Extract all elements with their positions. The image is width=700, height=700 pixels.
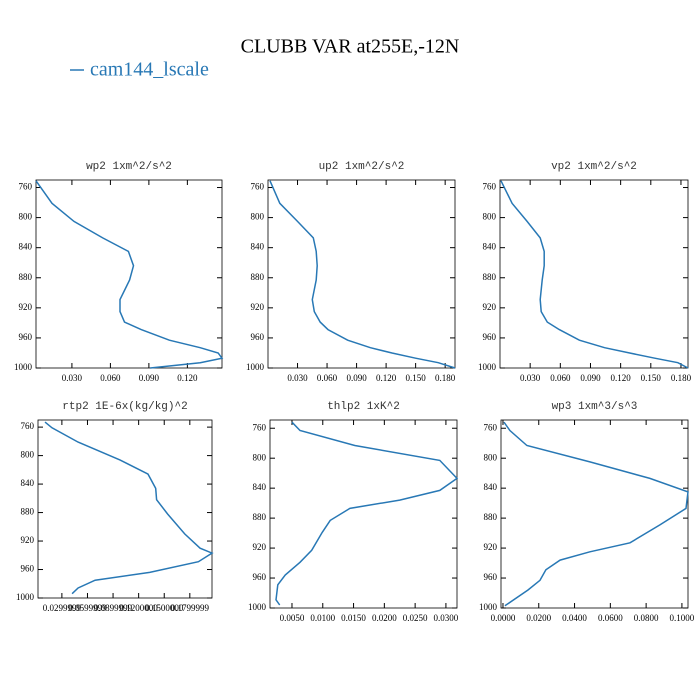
x-tick-label: 0.090	[346, 373, 367, 383]
x-tick-label: 0.0600	[598, 613, 623, 623]
profile-line	[275, 421, 459, 606]
x-tick-label: 0.0299999	[43, 603, 82, 613]
x-tick-label: 0.0100	[310, 613, 335, 623]
x-tick-label: 0.090	[580, 373, 601, 383]
y-tick-label: 880	[483, 272, 497, 282]
y-tick-label: 920	[19, 302, 33, 312]
x-tick-label: 0.060	[550, 373, 571, 383]
x-tick-label: 0.0000	[491, 613, 516, 623]
y-tick-label: 760	[19, 182, 33, 192]
y-tick-label: 960	[21, 564, 35, 574]
panel-title: wp2 1xm^2/s^2	[86, 161, 172, 173]
y-tick-label: 800	[484, 452, 498, 462]
plot-frame	[35, 179, 223, 369]
profile-line	[35, 180, 224, 369]
x-tick-label: 0.0899999	[94, 603, 133, 613]
x-tick-label: 0.0400	[562, 613, 587, 623]
y-tick-label: 840	[21, 478, 35, 488]
x-tick-label: 0.150	[406, 373, 427, 383]
y-tick-label: 800	[251, 212, 265, 222]
y-tick-label: 880	[21, 507, 35, 517]
y-tick-label: 840	[483, 242, 497, 252]
y-tick-label: 840	[484, 482, 498, 492]
x-tick-label: 0.1799999	[171, 603, 210, 613]
x-tick-label: 0.0300	[434, 613, 459, 623]
panel-title: wp3 1xm^3/s^3	[552, 401, 638, 413]
y-tick-label: 880	[251, 272, 265, 282]
y-tick-label: 920	[253, 542, 267, 552]
y-tick-label: 960	[483, 332, 497, 342]
y-tick-label: 920	[483, 302, 497, 312]
y-tick-label: 960	[251, 332, 265, 342]
y-tick-label: 760	[21, 421, 35, 431]
y-tick-label: 800	[21, 450, 35, 460]
x-tick-label: 0.030	[62, 373, 83, 383]
y-tick-label: 840	[253, 482, 267, 492]
profile-line	[44, 421, 214, 595]
x-tick-label: 0.0200	[526, 613, 551, 623]
legend-label: cam144_lscale	[90, 59, 209, 81]
y-tick-label: 760	[484, 422, 498, 432]
x-tick-label: 0.150	[641, 373, 662, 383]
y-tick-label: 880	[19, 272, 33, 282]
y-tick-label: 920	[251, 302, 265, 312]
y-tick-label: 1000	[479, 602, 498, 612]
x-tick-label: 0.0050	[280, 613, 305, 623]
y-tick-label: 760	[251, 182, 265, 192]
y-tick-label: 1000	[16, 592, 35, 602]
panel-title: vp2 1xm^2/s^2	[551, 161, 637, 173]
x-tick-label: 0.030	[520, 373, 541, 383]
profile-line	[503, 421, 689, 607]
y-tick-label: 760	[483, 182, 497, 192]
plot-frame	[499, 179, 689, 369]
x-tick-label: 0.1000	[670, 613, 695, 623]
y-tick-label: 1000	[246, 362, 265, 372]
x-tick-label: 0.120	[177, 373, 198, 383]
x-tick-label: 0.1500000	[145, 603, 184, 613]
x-tick-label: 0.0150	[341, 613, 366, 623]
y-tick-label: 960	[19, 332, 33, 342]
y-tick-label: 1000	[248, 602, 267, 612]
plot-frame	[267, 179, 456, 369]
x-tick-label: 0.120	[376, 373, 397, 383]
y-tick-label: 800	[19, 212, 33, 222]
x-tick-label: 0.0200	[372, 613, 397, 623]
x-tick-label: 0.0250	[403, 613, 428, 623]
y-tick-label: 760	[253, 422, 267, 432]
plot-frame	[500, 419, 689, 609]
x-tick-label: 0.090	[139, 373, 160, 383]
y-tick-label: 800	[253, 452, 267, 462]
y-tick-label: 800	[483, 212, 497, 222]
x-tick-label: 0.0599999	[68, 603, 107, 613]
plot-frame	[37, 419, 213, 599]
y-tick-label: 840	[251, 242, 265, 252]
x-tick-label: 0.1200000	[120, 603, 159, 613]
y-tick-label: 880	[253, 512, 267, 522]
x-tick-label: 0.030	[287, 373, 308, 383]
profile-line	[500, 180, 689, 369]
x-tick-label: 0.060	[317, 373, 338, 383]
y-tick-label: 1000	[14, 362, 33, 372]
profile-line	[269, 180, 456, 369]
y-tick-label: 920	[484, 542, 498, 552]
panel-title: thlp2 1xK^2	[327, 401, 400, 413]
plot-frame	[269, 419, 458, 609]
y-tick-label: 840	[19, 242, 33, 252]
x-tick-label: 0.060	[100, 373, 121, 383]
x-tick-label: 0.180	[671, 373, 692, 383]
y-tick-label: 960	[484, 572, 498, 582]
panel-title: up2 1xm^2/s^2	[319, 161, 405, 173]
panel-title: rtp2 1E-6x(kg/kg)^2	[62, 401, 187, 413]
x-tick-label: 0.120	[611, 373, 632, 383]
y-tick-label: 960	[253, 572, 267, 582]
y-tick-label: 920	[21, 535, 35, 545]
y-tick-label: 1000	[478, 362, 497, 372]
x-tick-label: 0.180	[435, 373, 456, 383]
y-tick-label: 880	[484, 512, 498, 522]
figure-title: CLUBB VAR at255E,-12N	[241, 36, 460, 58]
x-tick-label: 0.0800	[634, 613, 659, 623]
